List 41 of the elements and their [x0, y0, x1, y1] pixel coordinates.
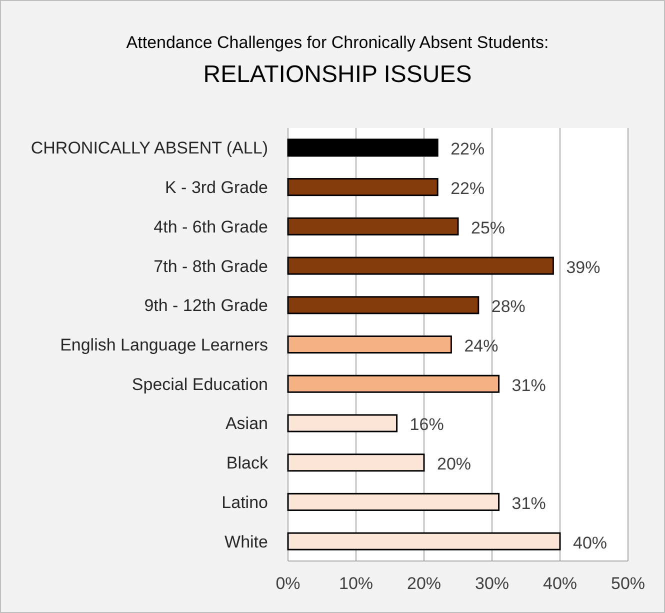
y-tick-label: K - 3rd Grade — [165, 178, 268, 198]
y-tick-label: White — [224, 532, 268, 552]
y-tick-label: CHRONICALLY ABSENT (ALL) — [30, 138, 268, 158]
y-tick-label: 9th - 12th Grade — [144, 296, 268, 316]
x-tick-label: 10% — [338, 574, 374, 593]
bar — [287, 217, 459, 236]
data-label: 16% — [410, 415, 444, 434]
bar — [287, 256, 554, 275]
data-label: 31% — [512, 376, 546, 395]
chart-subtitle: RELATIONSHIP ISSUES — [203, 61, 472, 88]
y-tick-label: Asian — [225, 414, 268, 434]
bar — [287, 296, 480, 314]
bar — [287, 414, 398, 432]
data-label: 24% — [464, 336, 498, 356]
bar — [287, 335, 452, 354]
bar — [287, 374, 500, 393]
bar — [287, 492, 500, 511]
bar — [287, 178, 438, 196]
y-tick-label: 4th - 6th Grade — [154, 217, 268, 236]
data-label: 22% — [450, 140, 485, 159]
x-tick-label: 20% — [406, 574, 442, 593]
bar — [287, 454, 425, 472]
data-label: 22% — [450, 179, 485, 198]
bar — [287, 138, 438, 157]
x-tick-label: 50% — [610, 574, 646, 593]
data-label: 25% — [471, 218, 506, 238]
data-label: 39% — [566, 258, 600, 277]
data-label: 31% — [512, 494, 546, 513]
y-tick-label: English Language Learners — [60, 336, 268, 354]
data-label: 20% — [437, 454, 472, 474]
y-tick-label: Black — [226, 454, 268, 473]
x-tick-label: 0% — [276, 574, 300, 593]
x-tick-label: 40% — [542, 574, 578, 593]
chart-title: Attendance Challenges for Chronically Absent Students: — [126, 33, 549, 52]
y-tick-label: Special Education — [132, 374, 268, 394]
data-label: 40% — [573, 533, 608, 552]
data-label: 28% — [491, 297, 526, 316]
bar — [287, 532, 561, 550]
y-tick-label: 7th - 8th Grade — [154, 256, 268, 276]
x-tick-label: 30% — [474, 574, 510, 593]
y-tick-label: Latino — [222, 492, 268, 512]
